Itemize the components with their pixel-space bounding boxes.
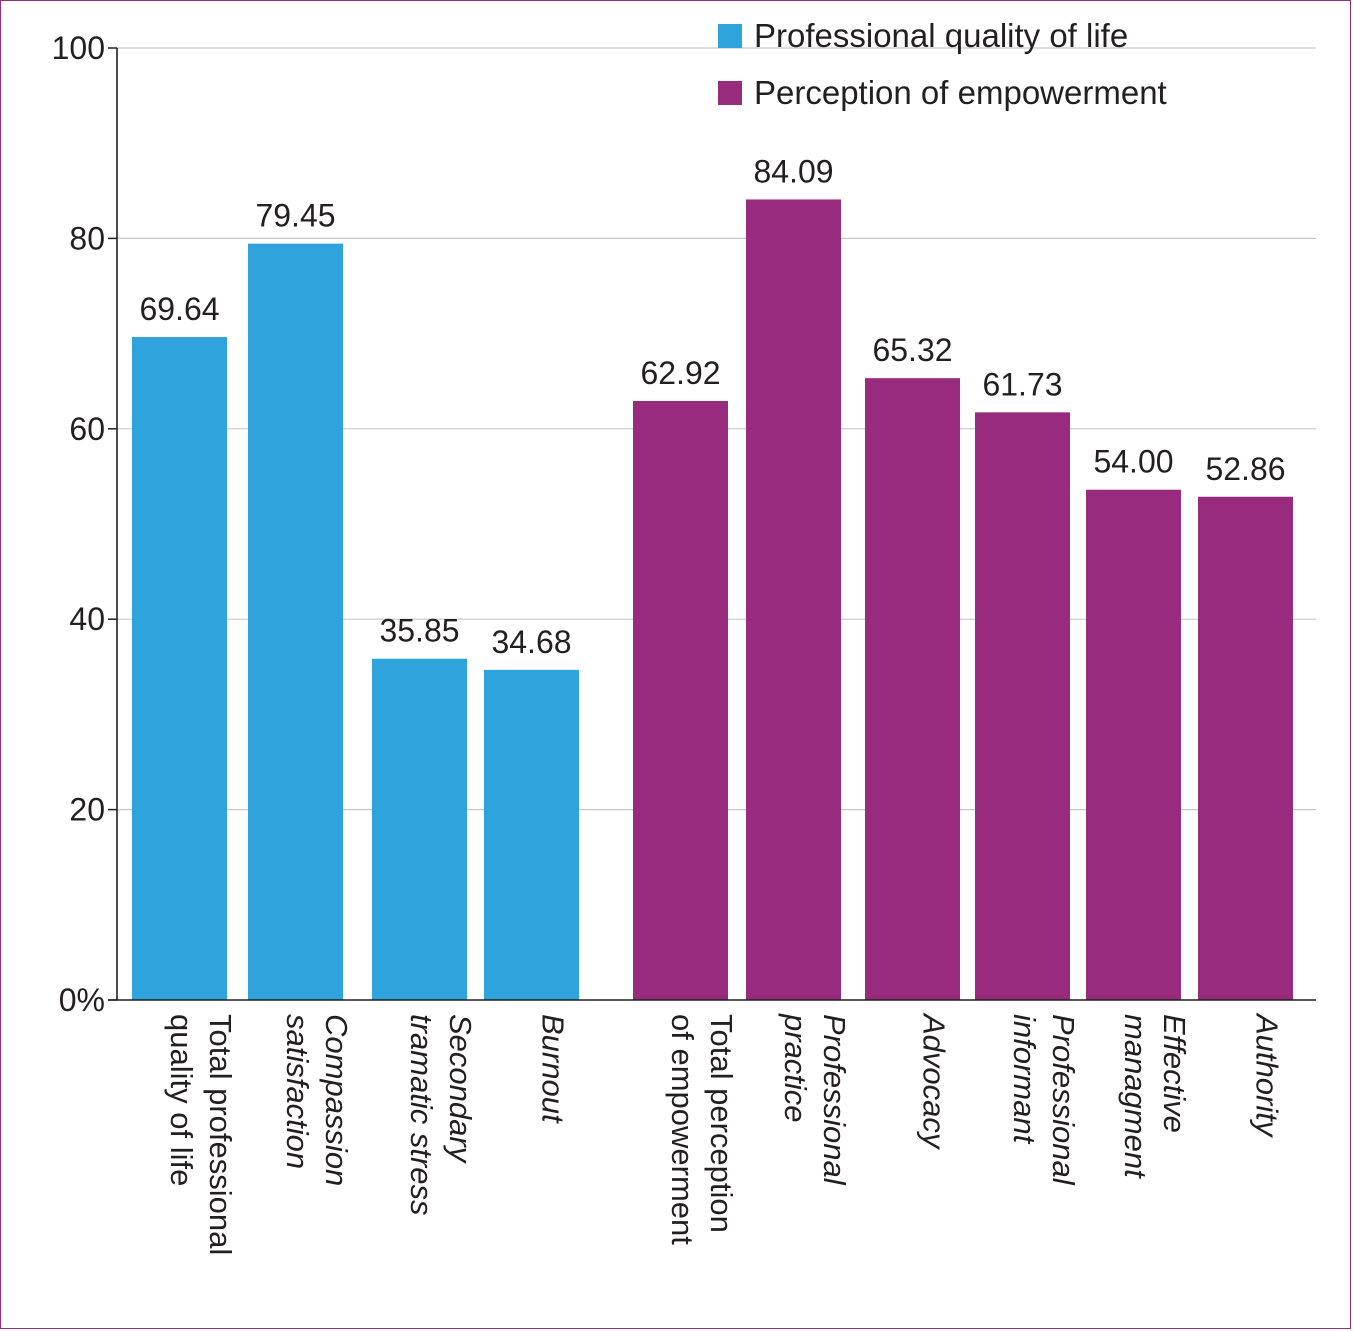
category-label: Compassion [319,1014,354,1186]
category-label: managment [1118,1014,1153,1179]
category-label: Authority [1250,1012,1285,1139]
category-label: Professional [1046,1014,1081,1186]
y-tick-labels: 0% 20 40 60 80 100 [52,30,105,1018]
legend-swatch [718,81,742,105]
bar [1086,489,1181,1000]
y-tick-label: 80 [69,220,105,256]
data-label: 79.45 [255,198,335,234]
y-tick-label: 0% [59,982,105,1018]
category-label: quality of life [164,1014,199,1186]
data-label: 52.86 [1205,451,1285,487]
category-label: Effective [1157,1014,1192,1133]
axes [108,47,1316,1001]
category-label: of empowerment [665,1014,700,1245]
legend-swatch [718,24,742,48]
data-label: 61.73 [982,366,1062,402]
category-label: Professional [817,1014,852,1186]
data-label: 84.09 [753,153,833,189]
bar [865,378,960,1001]
category-label: Secondary [443,1014,478,1165]
category-label: tramatic stress [404,1014,439,1216]
data-label: 65.32 [872,332,952,368]
bar [633,401,728,1000]
category-label: Total professional [203,1014,238,1255]
y-tick-label: 20 [69,792,105,828]
data-label: 34.68 [491,624,571,660]
data-label: 69.64 [139,291,219,327]
bar [132,337,227,1000]
category-label: satisfaction [280,1014,315,1169]
bar [248,243,343,1001]
value-labels: 69.64 79.45 35.85 34.68 62.92 84.09 65.32 61.73… [139,153,1285,659]
legend-label: Professional quality of life [754,17,1128,54]
y-tick-label: 100 [52,30,105,66]
category-label: practice [778,1013,813,1123]
y-tick-label: 60 [69,411,105,447]
bar [1198,496,1293,1000]
data-label: 62.92 [640,355,720,391]
category-label: Burnout [536,1014,571,1124]
category-label: Advocacy [917,1012,952,1151]
y-tick-label: 40 [69,601,105,637]
bar [746,199,841,1000]
bars [132,199,1293,1001]
category-label: informant [1007,1014,1042,1145]
bar [372,658,467,1000]
bar [975,412,1070,1000]
legend-label: Perception of empowerment [754,74,1167,111]
legend: Professional quality of life Perception o… [718,17,1167,111]
data-label: 35.85 [379,613,459,649]
bar [484,669,579,1000]
data-label: 54.00 [1093,444,1173,480]
category-label: Total perception [704,1014,739,1233]
